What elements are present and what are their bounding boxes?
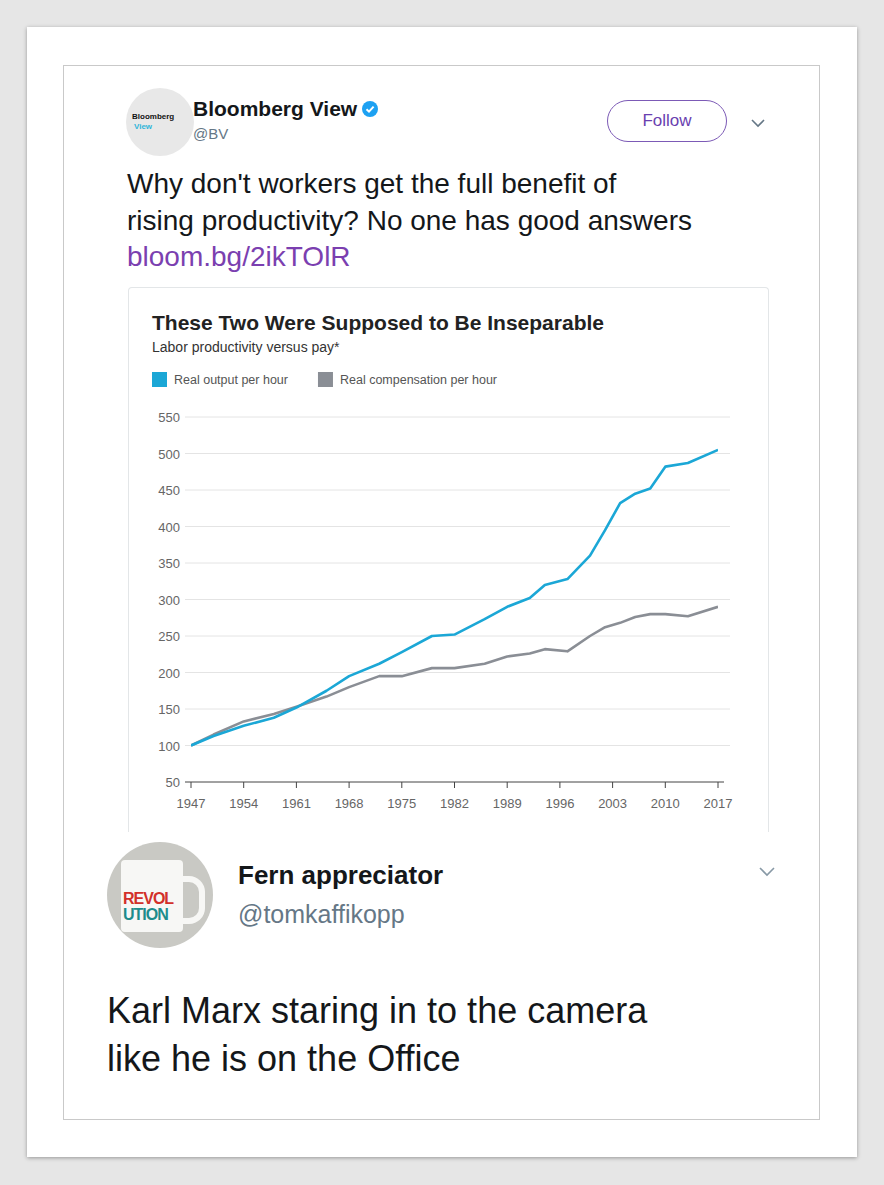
legend-label: Real output per hour	[174, 373, 288, 387]
grid-line	[185, 636, 730, 637]
mug-handle	[177, 876, 205, 924]
y-tick-label: 100	[158, 739, 180, 754]
y-tick-label: 250	[158, 629, 180, 644]
reply-name: Fern appreciator	[238, 860, 443, 891]
reply-text: Karl Marx staring in to the camera	[107, 990, 647, 1032]
legend-label: Real compensation per hour	[340, 373, 497, 387]
grid-line	[185, 599, 730, 600]
y-tick-label: 50	[166, 775, 180, 790]
series-line	[191, 607, 718, 746]
user-name: Bloomberg View	[193, 97, 357, 121]
grid-line	[185, 709, 730, 710]
x-tick	[401, 782, 402, 788]
grid-line	[185, 526, 730, 527]
grid-line	[185, 745, 730, 746]
x-tick-label: 1982	[440, 796, 469, 811]
x-tick-label: 1975	[387, 796, 416, 811]
x-tick-label: 1961	[282, 796, 311, 811]
y-tick-label: 350	[158, 556, 180, 571]
check	[362, 101, 378, 117]
x-tick	[559, 782, 560, 788]
x-tick-label: 1989	[493, 796, 522, 811]
avatar: BloombergView	[126, 88, 194, 156]
x-tick-label: 1968	[335, 796, 364, 811]
grid-line	[185, 453, 730, 454]
chart-title: These Two Were Supposed to Be Inseparabl…	[152, 311, 604, 334]
x-tick-label: 1954	[229, 796, 258, 811]
follow-button[interactable]: Follow	[607, 100, 727, 142]
chart-card	[128, 287, 769, 832]
legend-swatch	[152, 372, 167, 387]
x-tick	[191, 782, 192, 788]
y-tick-label: 200	[158, 666, 180, 681]
x-tick	[718, 782, 719, 788]
mug-text: REVOL	[123, 890, 173, 908]
grid-line	[185, 563, 730, 564]
tweet-link[interactable]: bloom.bg/2ikTOlR	[127, 241, 351, 273]
y-tick-label: 500	[158, 447, 180, 462]
mug-text: UTION	[123, 906, 168, 924]
x-tick	[349, 782, 350, 788]
y-tick-label: 550	[158, 410, 180, 425]
series-line	[191, 450, 718, 746]
legend-swatch	[318, 372, 333, 387]
tweet-text: Why don't workers get the full benefit o…	[127, 168, 616, 200]
y-tick-label: 150	[158, 702, 180, 717]
x-tick	[296, 782, 297, 788]
y-tick-label: 400	[158, 520, 180, 535]
grid-line	[185, 417, 730, 418]
reply-avatar: REVOLUTION	[107, 842, 213, 948]
chevron-path	[752, 120, 764, 126]
x-tick	[454, 782, 455, 788]
x-tick-label: 2010	[651, 796, 680, 811]
chart-subtitle: Labor productivity versus pay*	[152, 339, 340, 355]
user-handle: @BV	[193, 125, 228, 142]
avatar-text: View	[134, 122, 152, 131]
x-tick	[665, 782, 666, 788]
avatar-text: Bloomberg	[132, 112, 174, 121]
x-tick	[612, 782, 613, 788]
y-tick-label: 300	[158, 593, 180, 608]
verified-badge	[362, 101, 378, 117]
x-tick-label: 1996	[545, 796, 574, 811]
x-tick	[243, 782, 244, 788]
reply-handle: @tomkaffikopp	[238, 900, 405, 929]
x-tick-label: 2003	[598, 796, 627, 811]
reply-text: like he is on the Office	[107, 1038, 461, 1080]
x-tick-label: 2017	[704, 796, 733, 811]
tweet-text: rising productivity? No one has good ans…	[127, 205, 692, 237]
grid-line	[185, 672, 730, 673]
check-mark	[367, 107, 374, 112]
x-tick	[507, 782, 508, 788]
chevron-path	[760, 868, 774, 875]
chevron[interactable]	[750, 118, 766, 128]
chevron[interactable]	[758, 866, 776, 878]
y-tick-label: 450	[158, 483, 180, 498]
x-tick-label: 1947	[177, 796, 206, 811]
plot-area	[191, 450, 718, 746]
